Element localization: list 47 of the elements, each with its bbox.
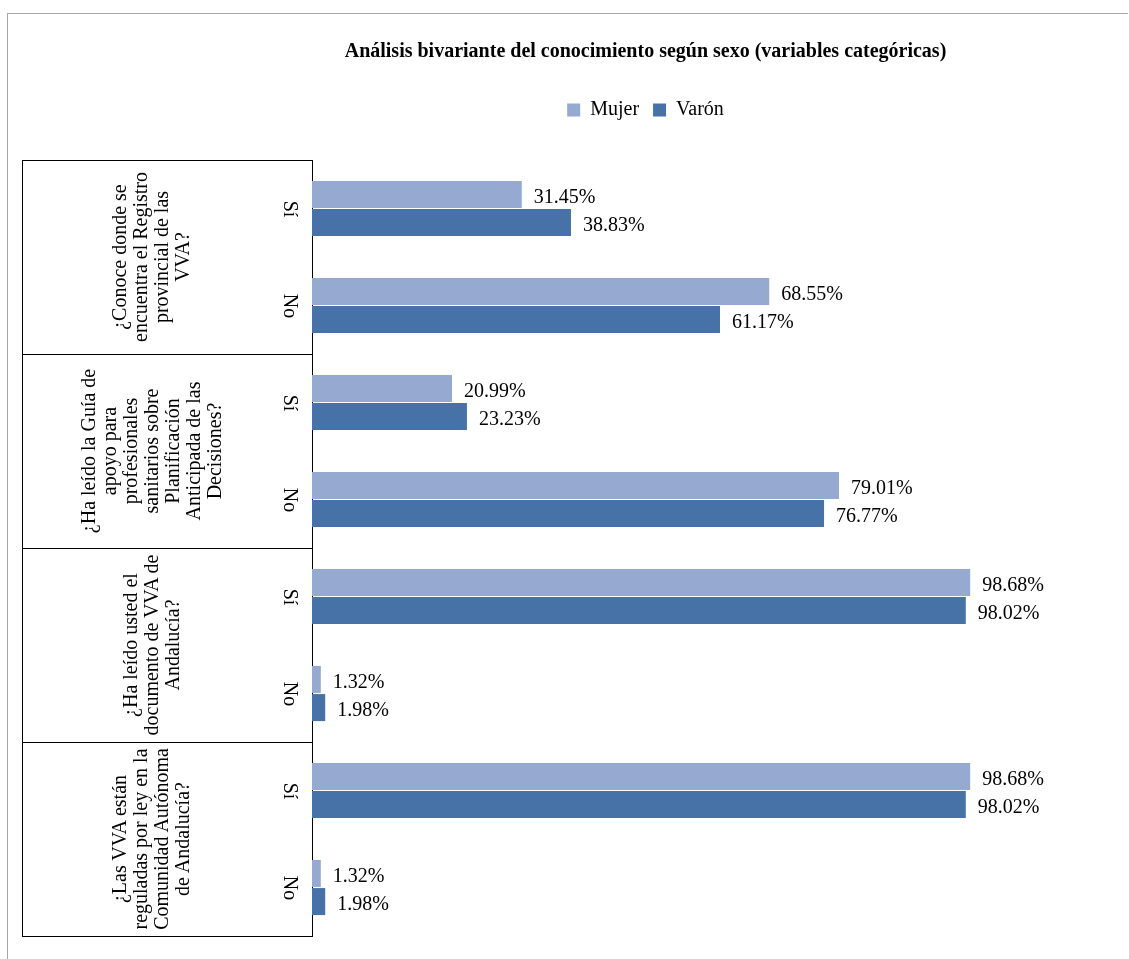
data-label: 68.55% <box>781 281 843 304</box>
data-label: 1.98% <box>337 891 389 914</box>
y-tick-label: Sí <box>278 588 302 605</box>
data-label: 76.77% <box>836 503 898 526</box>
bar <box>312 277 770 305</box>
data-label: 31.45% <box>533 184 596 207</box>
data-label: 61.17% <box>732 309 794 332</box>
data-label: 38.83% <box>583 212 645 235</box>
bar <box>312 888 326 916</box>
chart-title: Análisis bivariante del conocimiento según sexo (variables categóricas) <box>344 39 947 63</box>
bar <box>312 500 825 528</box>
bar <box>312 791 966 819</box>
y-tick-label: Sí <box>278 394 302 411</box>
y-tick-label: No <box>278 487 302 512</box>
bar <box>312 209 571 237</box>
bar <box>312 859 321 887</box>
bar <box>312 180 522 208</box>
data-label: 1.32% <box>332 863 385 886</box>
bar <box>312 597 966 625</box>
bar <box>312 471 839 499</box>
text: ¿Conoce donde se encuentra el Registro provincial de las VVA? <box>108 171 193 344</box>
bar <box>312 306 720 334</box>
legend-label: Mujer <box>590 97 640 121</box>
y-tick-label: No <box>278 293 302 318</box>
text: ¿Ha leído usted el documento de VVA de Andalucía? <box>118 554 183 736</box>
data-label: 20.99% <box>464 378 526 401</box>
bar <box>312 403 467 431</box>
y-tick-label: Sí <box>278 200 302 217</box>
data-label: 1.98% <box>337 697 389 720</box>
data-label: 98.02% <box>977 794 1040 817</box>
bar <box>312 694 326 722</box>
text: ¿Ha leído la Guía de apoyo para profesionales sanitarios sobre Planificación Anticipada de las Decisiones? <box>76 367 225 536</box>
data-label: 79.01% <box>851 475 913 498</box>
data-label: 1.32% <box>332 669 385 692</box>
data-label: 98.68% <box>982 766 1044 789</box>
data-label: 23.23% <box>478 406 541 429</box>
y-tick-label: Sí <box>278 782 302 799</box>
bar <box>312 568 971 596</box>
bar <box>312 762 971 790</box>
bar <box>312 665 321 693</box>
data-label: 98.68% <box>982 572 1044 595</box>
legend-label: Varón <box>676 97 724 120</box>
y-tick-label: No <box>278 681 302 706</box>
y-tick-label: No <box>278 875 302 900</box>
data-label: 98.02% <box>977 600 1040 623</box>
text: ¿Las VVA están reguladas por ley en la Comunidad Autónoma de Andalucía? <box>108 748 193 930</box>
bar <box>312 374 452 402</box>
